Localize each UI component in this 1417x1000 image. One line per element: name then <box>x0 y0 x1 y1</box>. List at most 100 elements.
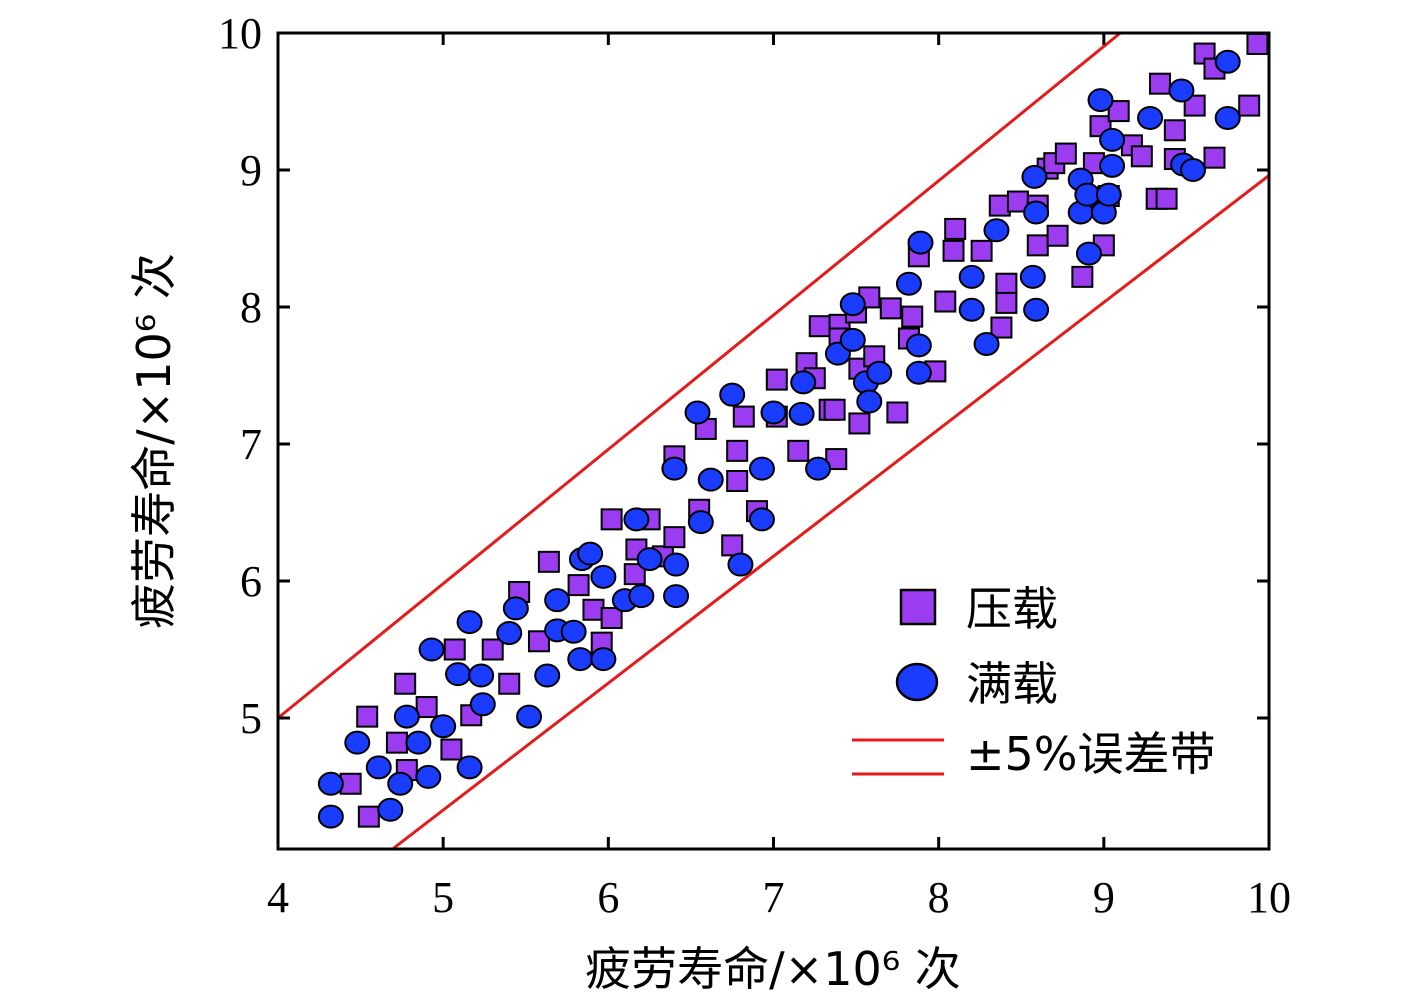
data-point-circle <box>1137 105 1164 130</box>
data-point-circle <box>590 647 617 672</box>
data-point-circle <box>905 360 932 385</box>
x-tick-label: 10 <box>1247 873 1291 922</box>
data-point-square <box>582 598 605 621</box>
error-band-lower-line <box>392 174 1269 849</box>
data-point-circle <box>1023 200 1050 225</box>
data-point-square <box>1183 94 1206 117</box>
data-point-square <box>481 638 504 661</box>
data-point-square <box>600 508 623 531</box>
data-point-square <box>787 439 810 462</box>
data-point-square <box>886 401 909 424</box>
data-point-circle <box>663 584 690 609</box>
legend-label-compressed: 压载 <box>966 582 1058 636</box>
data-point-square <box>537 550 560 573</box>
data-point-square <box>623 563 646 586</box>
y-axis-title: 疲劳寿命/×10⁶ 次 <box>127 253 181 629</box>
data-point-square <box>600 606 623 629</box>
data-point-circle <box>790 370 817 395</box>
data-point-square <box>995 272 1018 295</box>
data-point-circle <box>684 400 711 425</box>
x-tick-label: 7 <box>763 873 785 922</box>
y-tick-label: 9 <box>240 146 262 195</box>
legend-square-marker <box>899 588 937 626</box>
y-tick-label: 6 <box>240 557 262 606</box>
data-point-circle <box>636 547 663 572</box>
x-tick-label: 4 <box>267 873 289 922</box>
data-point-square <box>394 672 417 695</box>
data-point-circle <box>839 292 866 317</box>
data-point-square <box>823 398 846 421</box>
data-point-circle <box>344 730 371 755</box>
data-point-circle <box>534 663 561 688</box>
data-point-square <box>663 526 686 549</box>
data-point-square <box>1107 100 1130 123</box>
x-tick-label: 8 <box>928 873 950 922</box>
data-point-circle <box>1214 105 1241 130</box>
data-point-square <box>732 405 755 428</box>
data-point-square <box>1246 33 1269 55</box>
data-point-square <box>1148 72 1171 95</box>
data-point-circle <box>577 541 604 566</box>
data-point-circle <box>317 771 344 796</box>
data-point-square <box>443 638 466 661</box>
data-point-circle <box>719 382 746 407</box>
data-point-circle <box>365 755 392 780</box>
data-point-square <box>1046 224 1069 247</box>
legend-label-error-band: ±5%误差带 <box>966 727 1216 781</box>
axis-ticks-layer: 4 5 6 7 8 9 10 5 6 7 8 9 10 <box>218 9 1291 922</box>
data-point-circle <box>456 610 483 635</box>
data-point-circle <box>905 333 932 358</box>
data-point-circle <box>1214 49 1241 74</box>
data-point-square <box>726 439 749 462</box>
data-point-square <box>944 217 967 240</box>
data-point-circle <box>1019 264 1046 289</box>
error-band-upper-line <box>278 33 1122 720</box>
data-point-circle <box>687 510 714 535</box>
data-point-circle <box>377 797 404 822</box>
data-point-circle <box>317 804 344 829</box>
data-point-square <box>498 672 521 695</box>
data-point-square <box>990 316 1013 339</box>
data-point-circle <box>1099 153 1126 178</box>
data-point-circle <box>418 637 445 662</box>
data-point-circle <box>856 389 883 414</box>
data-point-circle <box>628 584 655 609</box>
data-point-square <box>1203 146 1226 169</box>
data-point-square <box>356 705 379 728</box>
data-point-circle <box>623 507 650 532</box>
data-point-square <box>995 291 1018 314</box>
x-tick-label: 6 <box>597 873 619 922</box>
data-point-square <box>1155 187 1178 210</box>
data-point-square <box>415 696 438 719</box>
data-point-square <box>988 194 1011 217</box>
x-axis-title: 疲劳寿命/×10⁶ 次 <box>585 942 961 996</box>
data-point-square <box>808 315 831 338</box>
data-point-square <box>721 534 744 557</box>
data-point-circle <box>748 456 775 481</box>
data-point-square <box>1130 145 1153 168</box>
data-point-circle <box>496 621 523 646</box>
data-point-square <box>879 297 902 320</box>
data-point-circle <box>805 456 832 481</box>
data-point-circle <box>590 564 617 589</box>
data-point-circle <box>1099 127 1126 152</box>
data-point-circle <box>468 663 495 688</box>
data-point-circle <box>907 230 934 255</box>
data-point-square <box>825 448 848 471</box>
data-point-circle <box>1021 164 1048 189</box>
data-point-square <box>934 290 957 313</box>
data-point-circle <box>1087 88 1114 113</box>
data-point-circle <box>983 218 1010 243</box>
data-point-circle <box>387 771 414 796</box>
data-point-circle <box>567 647 594 672</box>
data-point-square <box>1026 234 1049 257</box>
data-point-circle <box>544 588 571 613</box>
data-point-circle <box>1074 182 1101 207</box>
data-point-square <box>970 239 993 262</box>
data-point-square <box>385 731 408 754</box>
y-tick-label: 5 <box>240 694 262 743</box>
x-tick-label: 9 <box>1093 873 1115 922</box>
data-point-square <box>942 239 965 262</box>
